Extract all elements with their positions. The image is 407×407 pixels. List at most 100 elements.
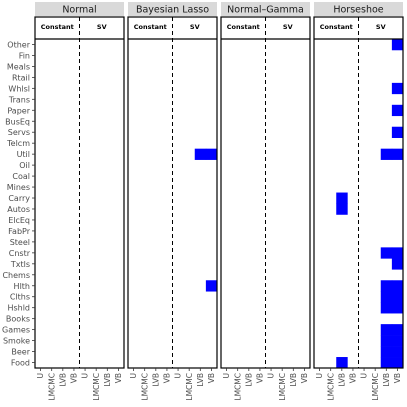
cell-horseshoe-sv-lvb-hshld <box>380 302 393 314</box>
y-tick-label-paper: Paper <box>7 106 30 115</box>
x-tick-label-horseshoe-sv-vb: VB <box>393 373 402 383</box>
cell-horseshoe-constant-lvb-carry <box>336 192 348 204</box>
x-tick-label-normal-gamma-sv-lmcmc: LMCMC <box>278 373 287 401</box>
cell-horseshoe-sv-vb-servs <box>391 126 404 138</box>
y-tick-label-buseq: BusEq <box>5 117 30 126</box>
x-tick-label-normal-constant-vb: VB <box>70 373 79 383</box>
x-tick-label-horseshoe-constant-u: U <box>315 373 324 379</box>
y-tick-label-carry: Carry <box>8 194 30 203</box>
y-tick-label-clths: Clths <box>10 293 30 302</box>
subpanel-label-bayesian-lasso-constant: Constant <box>134 23 167 31</box>
subpanel-label-normal-gamma-sv: SV <box>283 23 293 31</box>
x-tick-label-normal-sv-vb: VB <box>114 373 123 383</box>
x-tick-label-normal-sv-u: U <box>81 373 90 379</box>
y-tick-label-chems: Chems <box>2 271 30 280</box>
y-tick-label-autos: Autos <box>7 205 30 214</box>
y-tick-label-meals: Meals <box>7 62 30 71</box>
subpanel-label-normal-sv: SV <box>97 23 107 31</box>
strip-label-horseshoe: Horseshoe <box>333 5 383 16</box>
cell-bayesian-lasso-sv-vb-util <box>205 148 218 160</box>
x-tick-label-horseshoe-sv-lmcmc: LMCMC <box>371 373 380 401</box>
cell-horseshoe-sv-vb-util <box>391 148 404 160</box>
cell-horseshoe-sv-vb-hshld <box>391 302 404 314</box>
strip-label-normal-gamma: Normal–Gamma <box>227 5 304 16</box>
y-axis-labels: Other Fin Meals Rtail Whlsl Trans Paper BusEq Se… <box>2 40 35 368</box>
strip-label-normal: Normal <box>62 5 96 16</box>
y-tick-label-whlsl: Whlsl <box>8 84 30 93</box>
cell-horseshoe-sv-lvb-cnstr <box>380 247 393 259</box>
cell-horseshoe-sv-vb-beer <box>391 346 404 358</box>
y-tick-label-txtls: Txtls <box>10 260 30 269</box>
y-tick-label-telcm: Telcm <box>6 139 30 148</box>
strip-label-bayesian-lasso: Bayesian Lasso <box>136 5 209 16</box>
y-tick-label-fabpr: FabPr <box>8 227 31 236</box>
cell-horseshoe-sv-vb-txtls <box>391 258 404 270</box>
x-tick-label-normal-gamma-sv-vb: VB <box>300 373 309 383</box>
y-tick-label-rtail: Rtail <box>12 73 30 82</box>
cell-horseshoe-sv-vb-food <box>391 357 404 369</box>
y-tick-label-util: Util <box>17 150 30 159</box>
x-tick-label-normal-sv-lvb: LVB <box>103 373 112 387</box>
x-tick-label-bayesian-lasso-sv-lmcmc: LMCMC <box>185 373 194 401</box>
y-tick-label-beer: Beer <box>11 348 30 357</box>
x-tick-label-horseshoe-constant-lvb: LVB <box>337 373 346 387</box>
x-tick-label-bayesian-lasso-sv-u: U <box>174 373 183 379</box>
y-tick-label-mines: Mines <box>7 183 30 192</box>
y-tick-label-hlth: Hlth <box>14 282 30 291</box>
subpanel-label-bayesian-lasso-sv: SV <box>190 23 200 31</box>
cell-horseshoe-sv-vb-other <box>391 39 404 51</box>
cell-horseshoe-sv-lvb-hlth <box>380 280 393 292</box>
x-tick-label-horseshoe-sv-lvb: LVB <box>382 373 391 387</box>
y-tick-label-coal: Coal <box>12 172 30 181</box>
x-tick-label-normal-gamma-constant-u: U <box>222 373 231 379</box>
y-tick-label-cnstr: Cnstr <box>9 249 31 258</box>
strip-bayesian-lasso <box>128 2 217 16</box>
cell-horseshoe-sv-vb-smoke <box>391 335 404 347</box>
x-tick-label-bayesian-lasso-sv-lvb: LVB <box>196 373 205 387</box>
y-tick-label-hshld: Hshld <box>7 304 30 313</box>
cell-horseshoe-sv-vb-paper <box>391 104 404 117</box>
panels-layer: Normal Constant SV Bayesian Lasso Constant SV… <box>35 2 403 31</box>
y-tick-label-oil: Oil <box>19 161 30 170</box>
y-tick-label-other: Other <box>7 40 30 49</box>
cell-horseshoe-sv-vb-whlsl <box>391 82 404 95</box>
cell-horseshoe-sv-vb-cnstr <box>391 247 404 259</box>
y-tick-label-servs: Servs <box>8 128 30 137</box>
x-tick-label-horseshoe-constant-lmcmc: LMCMC <box>326 373 335 401</box>
strip-horseshoe <box>314 2 403 16</box>
x-tick-label-normal-constant-lmcmc: LMCMC <box>47 373 56 401</box>
y-tick-label-steel: Steel <box>10 238 30 247</box>
cell-bayesian-lasso-sv-vb-hlth <box>205 280 218 292</box>
subpanel-label-normal-gamma-constant: Constant <box>227 23 260 31</box>
y-tick-label-fin: Fin <box>19 51 30 60</box>
x-tick-label-bayesian-lasso-constant-lmcmc: LMCMC <box>140 373 149 401</box>
cells-layer <box>194 39 404 369</box>
strip-normal-gamma <box>221 2 310 16</box>
cell-horseshoe-sv-lvb-clths <box>380 291 393 303</box>
cell-horseshoe-sv-vb-clths <box>391 291 404 303</box>
y-tick-label-smoke: Smoke <box>3 337 30 346</box>
cell-bayesian-lasso-sv-lvb-util <box>194 148 207 160</box>
x-tick-label-normal-gamma-constant-lmcmc: LMCMC <box>233 373 242 401</box>
x-tick-label-horseshoe-constant-vb: VB <box>349 373 358 383</box>
cell-horseshoe-constant-lvb-food <box>336 357 348 369</box>
cell-horseshoe-sv-lvb-games <box>380 324 393 336</box>
x-tick-label-bayesian-lasso-constant-lvb: LVB <box>151 373 160 387</box>
cell-horseshoe-sv-lvb-food <box>380 357 393 369</box>
cell-horseshoe-sv-lvb-smoke <box>380 335 393 347</box>
x-tick-label-normal-gamma-constant-vb: VB <box>256 373 265 383</box>
x-tick-label-normal-sv-lmcmc: LMCMC <box>92 373 101 401</box>
x-tick-label-bayesian-lasso-constant-u: U <box>129 373 138 379</box>
x-tick-label-horseshoe-sv-u: U <box>360 373 369 379</box>
cell-horseshoe-sv-vb-games <box>391 324 404 336</box>
y-tick-label-trans: Trans <box>8 95 30 104</box>
x-tick-label-normal-gamma-constant-lvb: LVB <box>244 373 253 387</box>
x-tick-label-normal-constant-lvb: LVB <box>58 373 67 387</box>
subpanel-label-normal-constant: Constant <box>41 23 74 31</box>
cell-horseshoe-constant-lvb-autos <box>336 203 348 215</box>
y-tick-label-games: Games <box>2 326 30 335</box>
x-tick-label-normal-gamma-sv-lvb: LVB <box>289 373 298 387</box>
cell-horseshoe-sv-lvb-beer <box>380 346 393 358</box>
cell-horseshoe-sv-lvb-util <box>380 148 393 160</box>
